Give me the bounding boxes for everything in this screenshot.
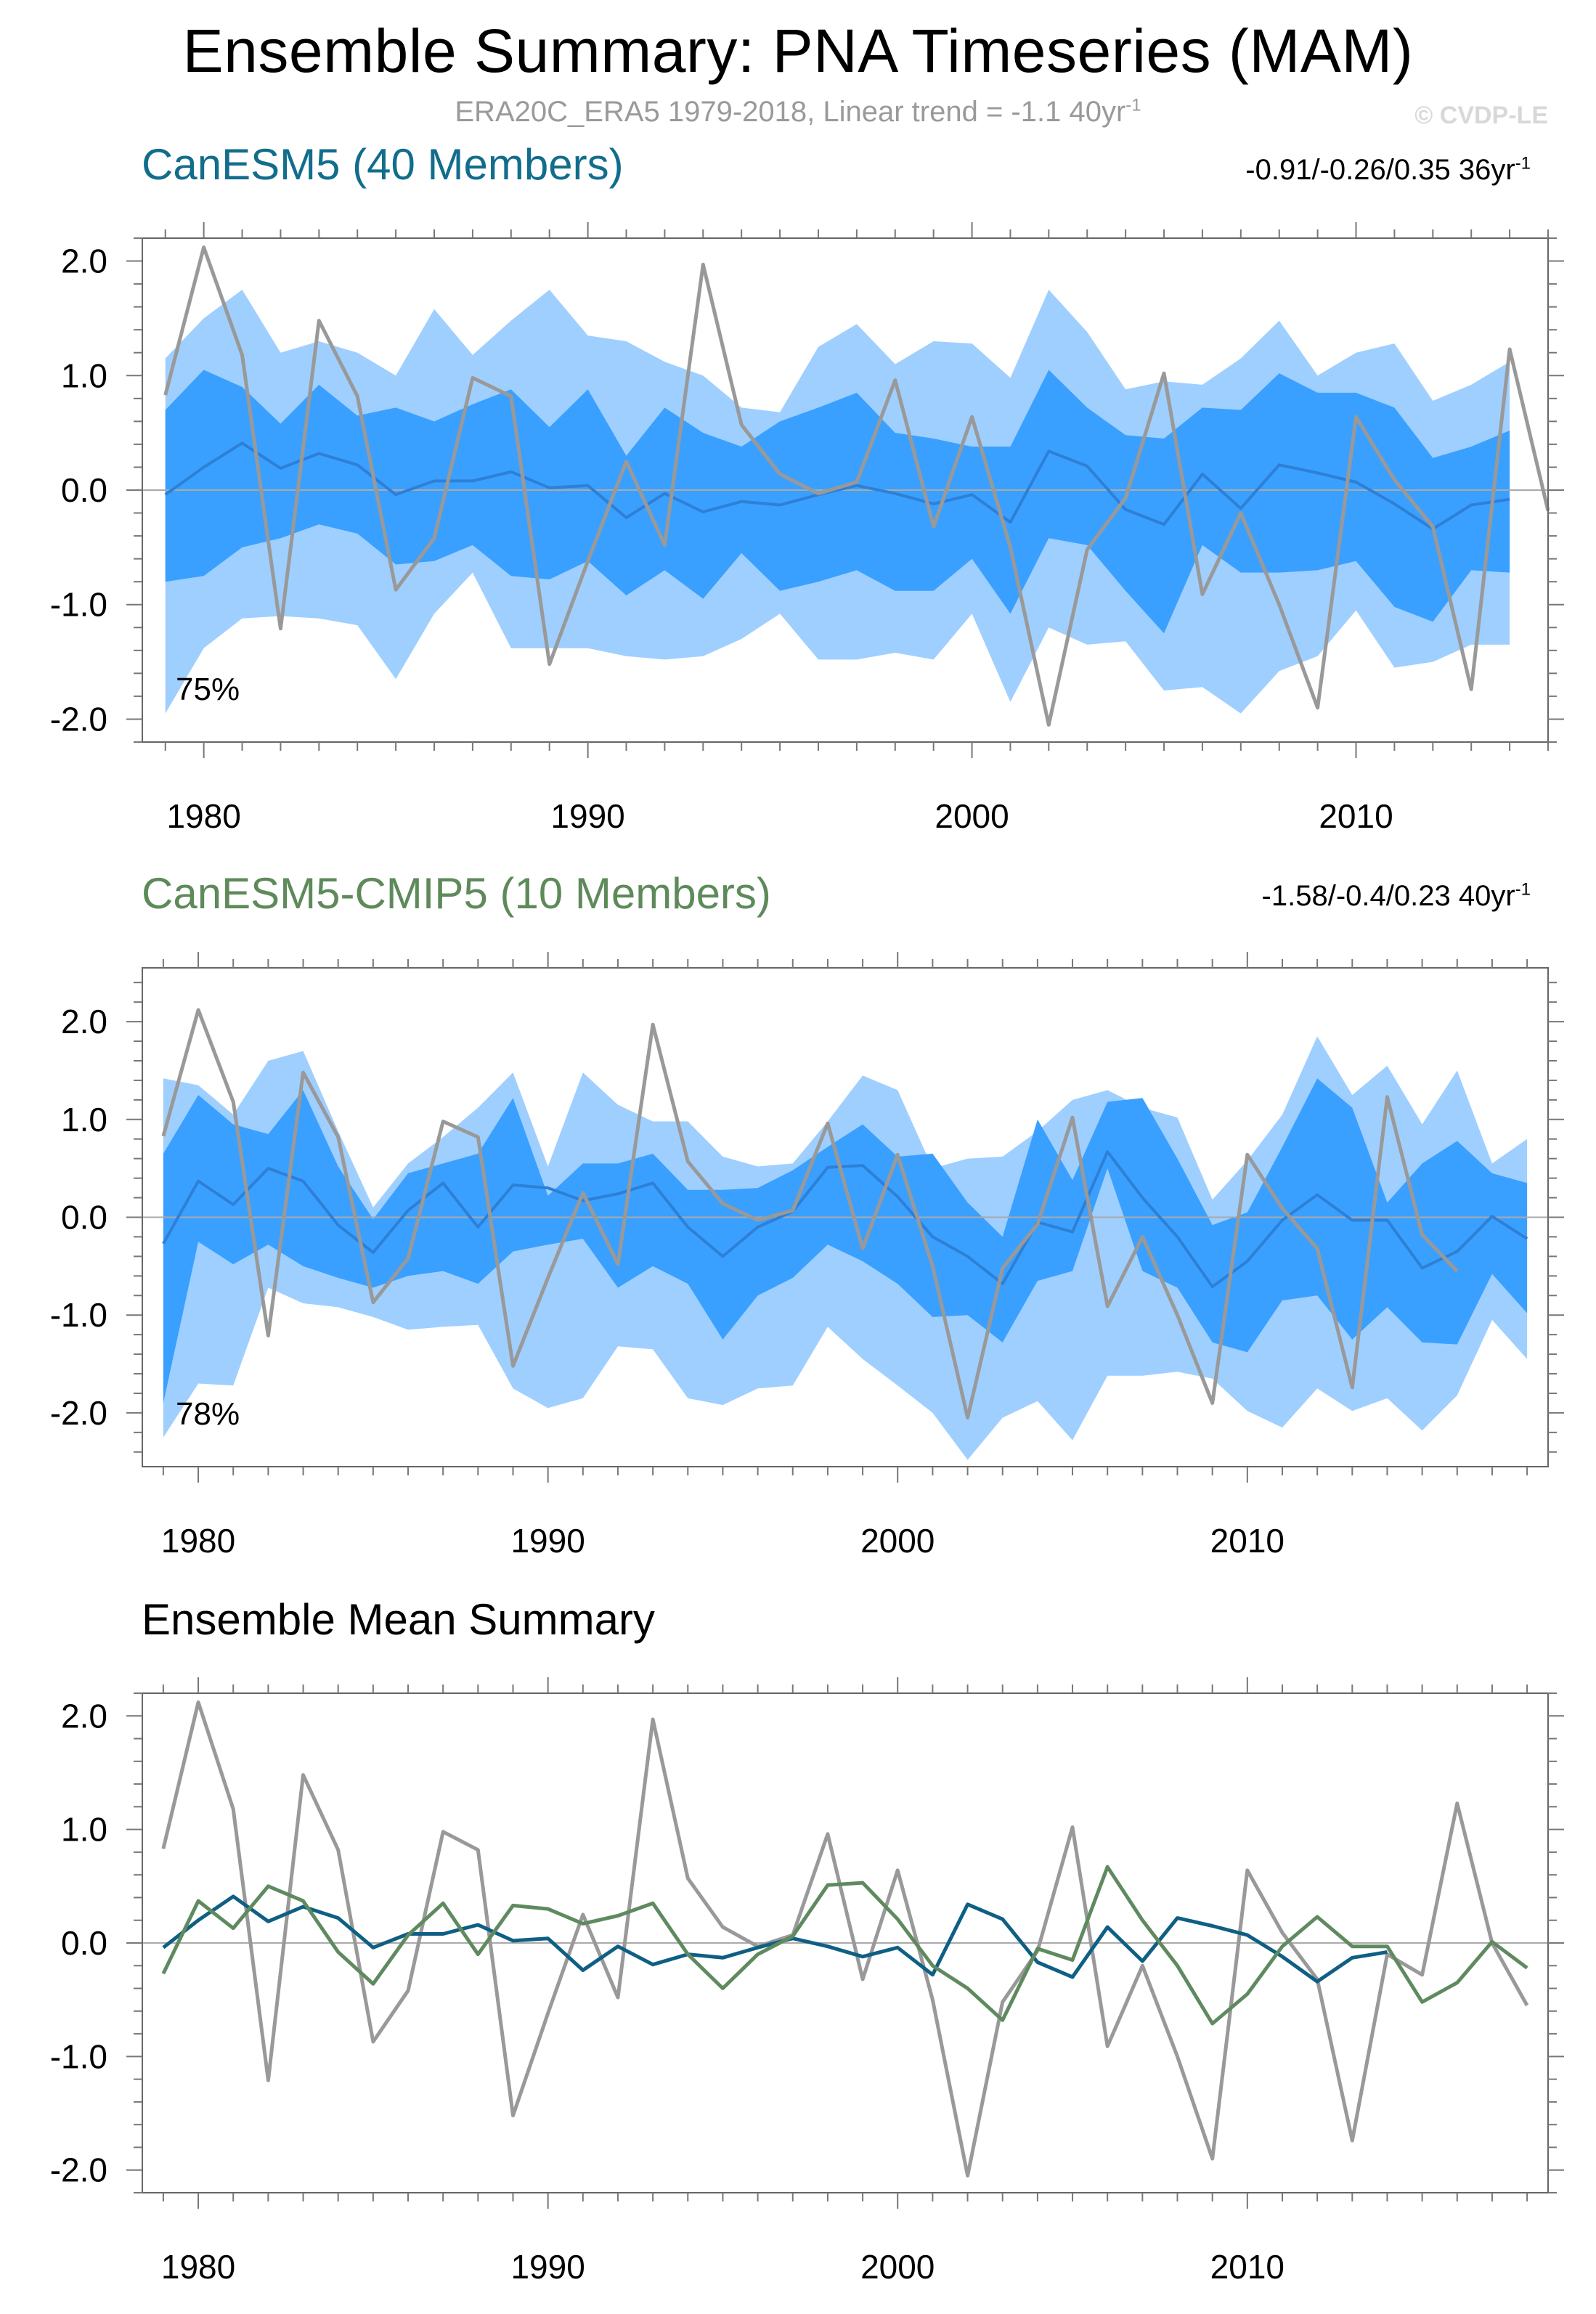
panel1-x-tick-label: 2010 bbox=[1319, 797, 1393, 835]
panel2-range-text: -1.58/-0.4/0.23 40yr bbox=[1261, 880, 1515, 912]
panel2-inner-band bbox=[163, 1078, 1528, 1404]
panel2-y-tick-label: 0.0 bbox=[61, 1199, 107, 1237]
panel3-y-tick-label: 0.0 bbox=[61, 1924, 107, 1962]
panel2-range-superscript: -1 bbox=[1515, 879, 1531, 900]
panel2-percent-label: 78% bbox=[176, 1396, 240, 1432]
panel1-y-tick-label: 2.0 bbox=[61, 243, 107, 280]
panel2-range: -1.58/-0.4/0.23 40yr-1 bbox=[1262, 880, 1531, 913]
panel3-y-tick-label: -2.0 bbox=[50, 2151, 107, 2189]
panel1-title: CanESM5 (40 Members) bbox=[142, 140, 624, 189]
panel3-canesm5-mean-line bbox=[162, 1894, 1388, 1984]
panel3-y-tick-label: 1.0 bbox=[61, 1811, 107, 1849]
panel2-ensemble-mean-line bbox=[162, 1150, 1528, 1289]
panel1-x-tick-label: 1980 bbox=[166, 797, 240, 835]
panel2-y-tick-label: 2.0 bbox=[61, 1003, 107, 1040]
panel1-x-tick-label: 1990 bbox=[550, 797, 624, 835]
figure-title: Ensemble Summary: PNA Timeseries (MAM) bbox=[182, 17, 1414, 85]
panel2-observed-line bbox=[161, 1008, 1459, 1420]
panel1-x-tick-label: 2000 bbox=[935, 797, 1009, 835]
panel1-range: -0.91/-0.26/0.35 36yr-1 bbox=[1245, 154, 1531, 187]
panel3-x-tick-label: 1980 bbox=[161, 2248, 235, 2286]
panel2-x-tick-label: 1980 bbox=[161, 1522, 235, 1560]
panel2-x-tick-label: 2010 bbox=[1210, 1522, 1284, 1560]
panel3-y-tick-label: 2.0 bbox=[61, 1697, 107, 1735]
panel1-observed-line bbox=[163, 245, 1550, 727]
panel3-x-tick-label: 2010 bbox=[1210, 2248, 1284, 2286]
panel2-x-tick-label: 1990 bbox=[510, 1522, 585, 1560]
panel2-x-tick-label: 2000 bbox=[860, 1522, 935, 1560]
panel1-percent-label: 75% bbox=[176, 672, 240, 707]
panel1-y-tick-label: -2.0 bbox=[50, 700, 107, 738]
panel1-ensemble-mean-line bbox=[164, 441, 1510, 531]
subtitle-text: ERA20C_ERA5 1979-2018, Linear trend = -1… bbox=[455, 96, 1126, 128]
panel2-title: CanESM5-CMIP5 (10 Members) bbox=[142, 869, 771, 918]
panel3-x-tick-label: 2000 bbox=[860, 2248, 935, 2286]
panel3-y-tick-label: -1.0 bbox=[50, 2037, 107, 2075]
panel3-cmip5-mean-line bbox=[161, 1865, 1528, 2026]
copyright-label: © CVDP-LE bbox=[1414, 102, 1548, 129]
panel3-x-tick-label: 1990 bbox=[510, 2248, 585, 2286]
subtitle-superscript: -1 bbox=[1125, 95, 1141, 115]
panel1-y-tick-label: 1.0 bbox=[61, 357, 107, 394]
panel1-y-tick-label: 0.0 bbox=[61, 471, 107, 509]
panel1-range-superscript: -1 bbox=[1515, 153, 1531, 174]
panel3-observed-line bbox=[161, 1700, 1529, 2177]
panel1-y-tick-label: -1.0 bbox=[50, 586, 107, 624]
panel2-y-tick-label: -1.0 bbox=[50, 1296, 107, 1334]
figure-subtitle: ERA20C_ERA5 1979-2018, Linear trend = -1… bbox=[0, 96, 1596, 129]
panel2-y-tick-label: -2.0 bbox=[50, 1394, 107, 1432]
panel1-range-text: -0.91/-0.26/0.35 36yr bbox=[1245, 154, 1515, 186]
panel2-y-tick-label: 1.0 bbox=[61, 1101, 107, 1138]
panel3-title: Ensemble Mean Summary bbox=[142, 1595, 655, 1644]
